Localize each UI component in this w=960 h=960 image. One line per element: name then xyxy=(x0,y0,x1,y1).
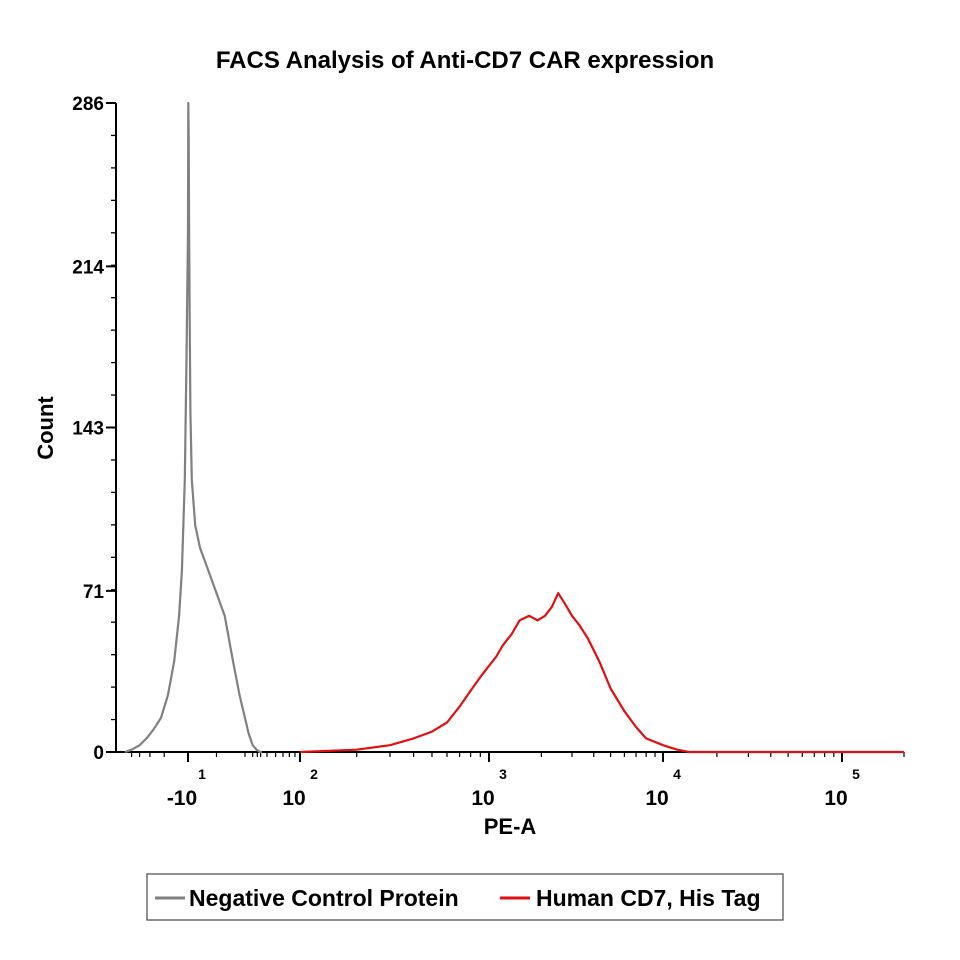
series-group xyxy=(124,101,904,754)
legend-label-human-cd7: Human CD7, His Tag xyxy=(536,885,761,911)
y-tick-label: 143 xyxy=(72,419,104,440)
y-axis-label: Count xyxy=(33,396,58,460)
y-tick-label: 71 xyxy=(83,582,105,603)
x-tick-label-exponent: 5 xyxy=(852,766,860,782)
chart-title: FACS Analysis of Anti-CD7 CAR expression xyxy=(216,47,714,74)
x-tick-label-exponent: 3 xyxy=(499,766,507,782)
x-tick-label-exponent: 1 xyxy=(198,766,206,782)
x-tick-label-exponent: 2 xyxy=(310,766,318,782)
x-tick-label-exponent: 4 xyxy=(673,766,681,782)
y-tick-label: 214 xyxy=(72,257,104,278)
x-ticks: -101 10 2 10 3 10 4 10 5 xyxy=(130,752,905,810)
x-tick-label-base: 10 xyxy=(471,787,494,810)
x-tick-label-base: -10 xyxy=(167,787,197,810)
legend: Negative Control Protein Human CD7, His … xyxy=(146,873,784,921)
y-tick-label: 0 xyxy=(93,743,104,764)
y-tick-label: 286 xyxy=(72,94,104,115)
x-axis-label: PE-A xyxy=(484,814,537,839)
x-tick-label-base: 10 xyxy=(824,787,847,810)
plot-area: 0 71 143 214 286 -101 10 2 10 3 10 4 10 5 xyxy=(72,94,905,810)
series-line-human-cd7 xyxy=(299,592,904,754)
legend-label-negative-control: Negative Control Protein xyxy=(189,885,459,911)
series-line-negative-control xyxy=(124,101,262,754)
x-tick-label-base: 10 xyxy=(645,787,668,810)
x-tick-label-base: 10 xyxy=(282,787,305,810)
y-ticks: 0 71 143 214 286 xyxy=(72,94,116,764)
legend-box xyxy=(146,873,784,921)
